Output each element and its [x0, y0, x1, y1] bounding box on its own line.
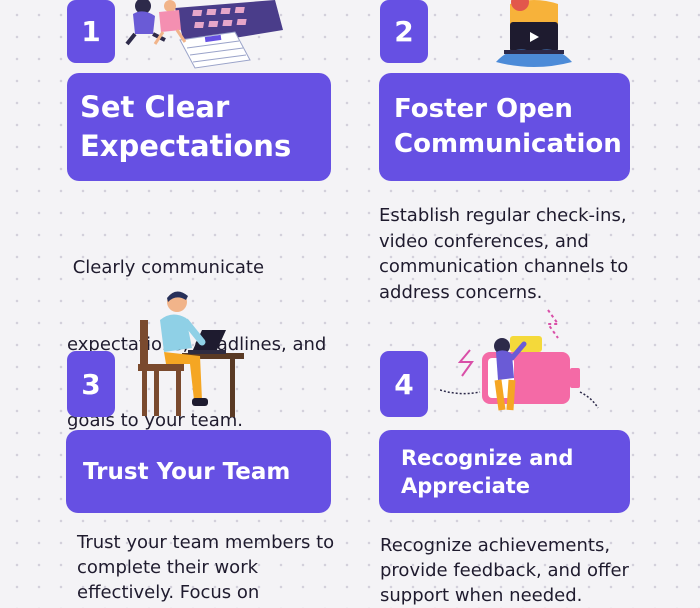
calendar-planning-illustration: [125, 0, 285, 70]
step-title-line: Expectations: [80, 129, 292, 163]
description-line: communication channels to: [379, 256, 629, 277]
step-description: Clearly communicate expectations, deadli…: [67, 204, 326, 459]
description-line: video conferences, and: [379, 230, 589, 252]
step-title-box: Trust Your Team: [66, 430, 331, 513]
step-number-badge: 1: [67, 0, 115, 63]
step-title-box: Recognize and Appreciate: [379, 430, 630, 513]
step-title-box: Foster Open Communication: [379, 73, 630, 181]
step-number-badge: 2: [380, 0, 428, 63]
step-title-line: Foster Open: [394, 94, 573, 124]
description-line: Establish regular check-ins,: [379, 205, 627, 226]
person-working-at-desk-illustration: [132, 290, 244, 418]
step-description: Establish regular check-ins, video confe…: [379, 203, 628, 305]
description-line: provide feedback, and offer: [380, 560, 629, 581]
description-line: goals to your team.: [67, 410, 243, 431]
description-line: Clearly communicate: [67, 257, 265, 278]
description-line: expectations, deadlines, and: [67, 333, 327, 355]
step-number-badge: 4: [380, 351, 428, 417]
description-line: Recognize achievements,: [380, 535, 611, 556]
step-title-line: Appreciate: [401, 473, 531, 498]
step-description: Recognize achievements, provide feedback…: [380, 533, 629, 608]
description-line: effectively. Focus on: [77, 582, 260, 603]
step-description: Trust your team members to complete thei…: [77, 530, 334, 605]
description-line: address concerns.: [379, 281, 543, 303]
step-title-line: Communication: [394, 129, 622, 159]
description-line: Trust your team members to: [77, 532, 335, 553]
step-title-box: Set Clear Expectations: [67, 73, 331, 181]
step-number-badge: 3: [67, 351, 115, 417]
step-title-line: Recognize and: [401, 445, 574, 470]
video-call-laptop-illustration: [492, 0, 578, 70]
description-line: support when needed.: [380, 585, 583, 606]
step-title-line: Set Clear: [80, 90, 230, 124]
charging-battery-illustration: [439, 300, 600, 420]
step-title-line: Trust Your Team: [83, 458, 291, 485]
description-line: complete their work: [77, 557, 259, 578]
